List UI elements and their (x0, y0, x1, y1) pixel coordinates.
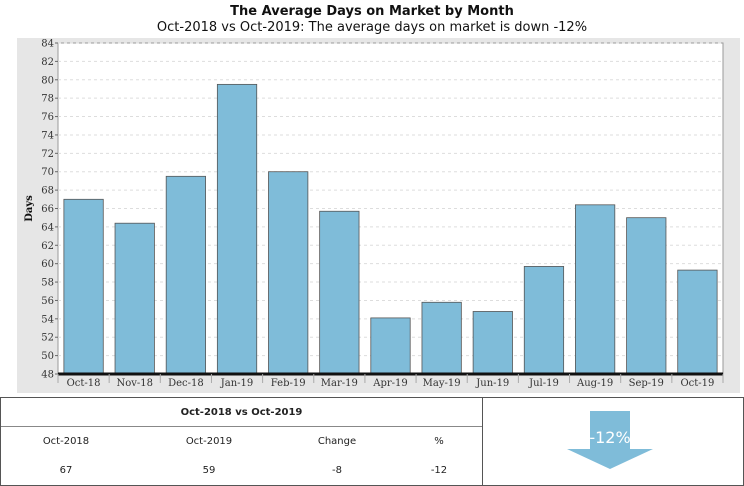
bar-mar-19 (319, 210, 360, 375)
y-tick-label: 66 (41, 204, 54, 215)
table-title: Oct-2018 vs Oct-2019 (180, 407, 303, 418)
y-tick-label: 68 (41, 186, 54, 197)
bar-sep-19 (626, 217, 667, 375)
x-tick-label: Oct-19 (680, 378, 714, 389)
x-tick-label: Jan-19 (220, 378, 254, 389)
summary-section: Oct-2018 vs Oct-2019 Oct-2018 Oct-2019 C… (0, 397, 744, 486)
bar-aug-19 (575, 204, 616, 375)
y-tick-label: 84 (41, 39, 54, 50)
x-tick-label: May-19 (423, 378, 461, 389)
y-tick-label: 50 (41, 351, 54, 362)
table-divider (1, 426, 482, 427)
y-tick-label: 54 (41, 314, 54, 325)
comparison-table: Oct-2018 vs Oct-2019 Oct-2018 Oct-2019 C… (1, 398, 483, 485)
y-axis-label: Days (24, 195, 35, 222)
trend-indicator: -12% (483, 398, 743, 485)
y-tick-label: 56 (41, 296, 54, 307)
y-tick-label: 76 (41, 112, 54, 123)
down-arrow-icon (567, 411, 653, 469)
bar-jun-19 (472, 311, 513, 375)
x-tick-label: Feb-19 (271, 378, 306, 389)
y-tick-label: 82 (41, 57, 54, 68)
bar-apr-19 (370, 317, 411, 375)
chart-subtitle: Oct-2018 vs Oct-2019: The average days o… (156, 20, 588, 35)
y-tick-label: 70 (41, 167, 54, 178)
bar-dec-18 (165, 175, 206, 375)
value-oct-2019: 59 (202, 465, 216, 476)
header-oct-2018: Oct-2018 (42, 436, 90, 447)
y-tick-label: 48 (41, 370, 54, 381)
bar-oct-18 (63, 198, 104, 375)
bar-oct-19 (677, 269, 718, 375)
value-percent: -12 (430, 465, 448, 476)
bar-jan-19 (216, 83, 258, 375)
value-oct-2018: 67 (59, 465, 73, 476)
x-tick-label: Jun-19 (475, 378, 509, 389)
y-tick-label: 72 (41, 149, 54, 160)
x-tick-label: Aug-19 (576, 378, 613, 389)
bar-jul-19 (523, 266, 565, 375)
y-tick-label: 80 (41, 75, 54, 86)
y-tick-label: 62 (41, 241, 54, 252)
bar-may-19 (421, 301, 462, 375)
y-tick-label: 60 (41, 259, 54, 270)
x-tick-label: Jul-19 (528, 378, 559, 389)
x-tick-label: Dec-18 (168, 378, 204, 389)
y-tick-label: 74 (41, 130, 54, 141)
x-tick-label: Apr-19 (372, 378, 408, 389)
header-percent: % (434, 436, 444, 447)
x-tick-label: Mar-19 (321, 378, 358, 389)
bar-feb-19 (268, 171, 309, 375)
y-tick-label: 52 (41, 333, 54, 344)
x-tick-label: Nov-18 (116, 378, 153, 389)
value-change: -8 (332, 465, 342, 476)
trend-percent-label: -12% (589, 428, 631, 447)
chart-area: 48 50 52 54 56 58 60 62 64 66 68 70 72 74 76 78 80 82 84 Da… (17, 38, 740, 393)
header-change: Change (317, 436, 357, 447)
x-tick-label: Oct-18 (67, 378, 101, 389)
bar-chart: 48 50 52 54 56 58 60 62 64 66 68 70 72 74 76 78 80 82 84 Da… (24, 39, 724, 389)
x-tick-label: Sep-19 (629, 378, 664, 389)
y-tick-label: 58 (41, 278, 54, 289)
bar-nov-18 (114, 222, 155, 375)
y-tick-label: 78 (41, 94, 54, 105)
chart-title: The Average Days on Market by Month (230, 4, 514, 19)
y-tick-label: 64 (41, 222, 54, 233)
header-oct-2019: Oct-2019 (185, 436, 233, 447)
